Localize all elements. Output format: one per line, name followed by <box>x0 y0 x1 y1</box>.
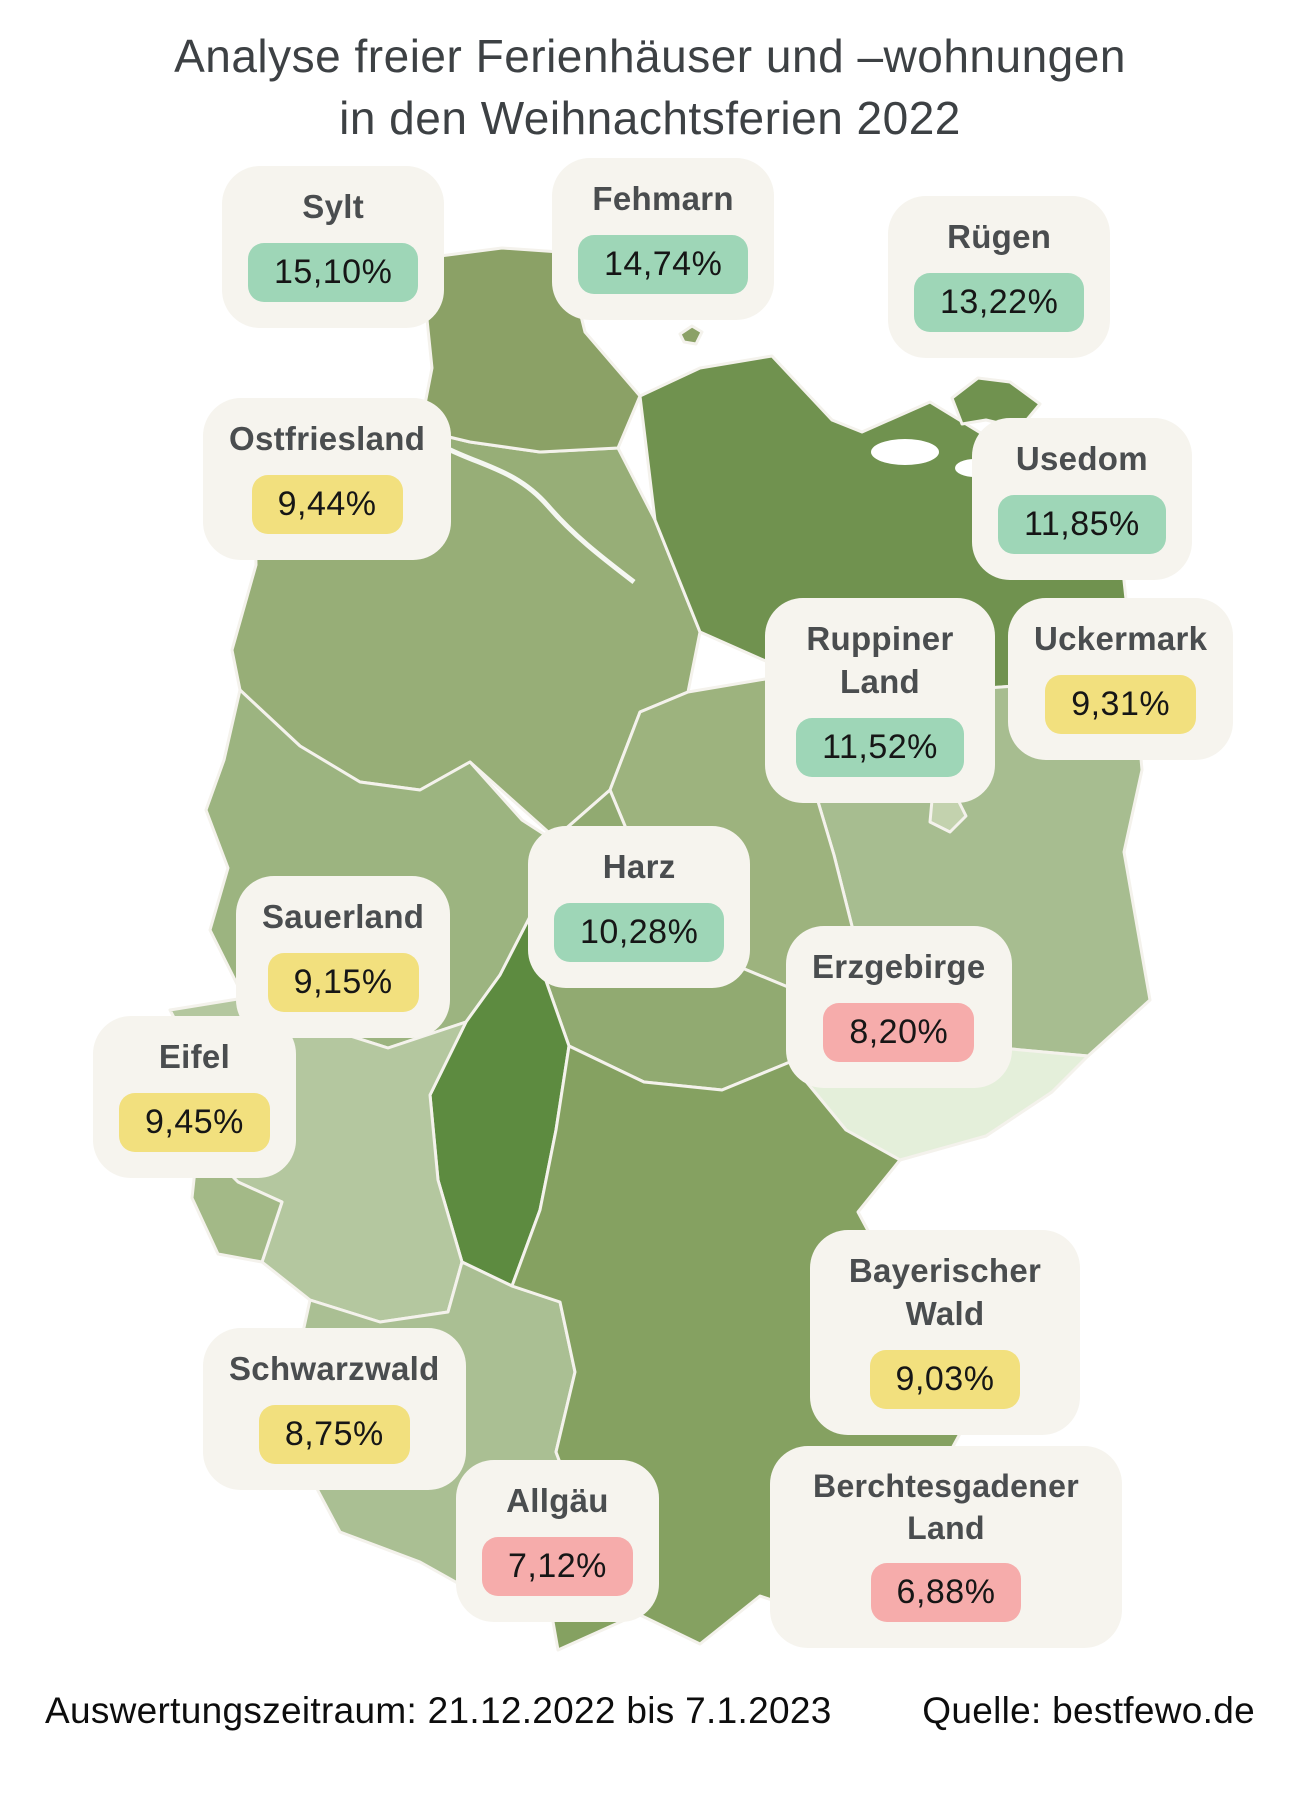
region-card-harz: Harz 10,28% <box>528 826 751 988</box>
region-value-badge: 9,31% <box>1045 674 1197 734</box>
region-name: Ostfriesland <box>229 420 426 457</box>
region-name: Ruppiner Land <box>806 620 954 700</box>
source-text: Quelle: bestfewo.de <box>922 1690 1255 1731</box>
region-card-fehmarn: Fehmarn 14,74% <box>552 158 775 320</box>
island-ruegen-shape <box>950 376 1042 430</box>
title-line-2: in den Weihnachtsferien 2022 <box>339 91 961 144</box>
region-value-badge: 7,12% <box>482 1536 633 1596</box>
title-line-1: Analyse freier Ferienhäuser und –wohnung… <box>174 30 1126 82</box>
region-card-ruppiner-land: Ruppiner Land 11,52% <box>765 598 995 803</box>
region-name: Eifel <box>158 1038 231 1075</box>
region-card-sauerland: Sauerland 9,15% <box>236 876 451 1038</box>
region-card-erzgebirge: Erzgebirge 8,20% <box>786 926 1012 1088</box>
region-name: Fehmarn <box>592 180 734 217</box>
region-card-schwarzwald: Schwarzwald 8,75% <box>203 1328 466 1490</box>
region-value-badge: 14,74% <box>578 234 749 294</box>
region-name: Erzgebirge <box>812 948 986 985</box>
river-elbe <box>418 429 636 584</box>
region-value-badge: 11,52% <box>796 717 964 777</box>
region-value-badge: 9,44% <box>251 474 403 534</box>
region-card-ruegen: Rügen 13,22% <box>888 196 1111 358</box>
region-value-badge: 8,75% <box>258 1404 410 1464</box>
coast-lagoon-west <box>871 439 939 465</box>
region-value-badge: 11,85% <box>998 494 1166 554</box>
region-value-badge: 9,03% <box>869 1349 1021 1409</box>
region-name: Bayerischer Wald <box>848 1252 1042 1332</box>
region-name: Rügen <box>947 218 1052 255</box>
region-card-allgaeu: Allgäu 7,12% <box>456 1460 659 1622</box>
region-card-sylt: Sylt 15,10% <box>222 166 445 328</box>
page-title: Analyse freier Ferienhäuser und –wohnung… <box>0 26 1300 149</box>
region-value-badge: 13,22% <box>914 272 1085 332</box>
evaluation-period-text: Auswertungszeitraum: 21.12.2022 bis 7.1.… <box>45 1690 832 1731</box>
region-card-ostfriesland: Ostfriesland 9,44% <box>203 398 452 560</box>
region-value-badge: 6,88% <box>870 1563 1022 1623</box>
footer: Auswertungszeitraum: 21.12.2022 bis 7.1.… <box>0 1690 1300 1732</box>
region-name: Usedom <box>1015 440 1148 477</box>
region-name: Schwarzwald <box>229 1350 440 1387</box>
region-name: Sylt <box>302 188 365 225</box>
region-card-berchtesgadener-land: Berchtesgadener Land 6,88% <box>770 1446 1122 1649</box>
region-value-badge: 15,10% <box>248 242 419 302</box>
region-value-badge: 8,20% <box>823 1002 975 1062</box>
region-card-eifel: Eifel 9,45% <box>93 1016 296 1178</box>
region-value-badge: 10,28% <box>554 902 725 962</box>
region-name: Sauerland <box>262 898 425 935</box>
region-card-usedom: Usedom 11,85% <box>972 418 1192 580</box>
island-fehmarn-shape <box>678 324 704 346</box>
region-name: Uckermark <box>1034 620 1208 657</box>
region-name: Berchtesgadener Land <box>813 1468 1079 1546</box>
region-name: Harz <box>602 848 676 885</box>
region-card-bayerischer-wald: Bayerischer Wald 9,03% <box>810 1230 1080 1435</box>
region-value-badge: 9,15% <box>267 952 419 1012</box>
region-value-badge: 9,45% <box>119 1092 270 1152</box>
region-card-uckermark: Uckermark 9,31% <box>1008 598 1234 760</box>
region-name: Allgäu <box>506 1482 609 1519</box>
